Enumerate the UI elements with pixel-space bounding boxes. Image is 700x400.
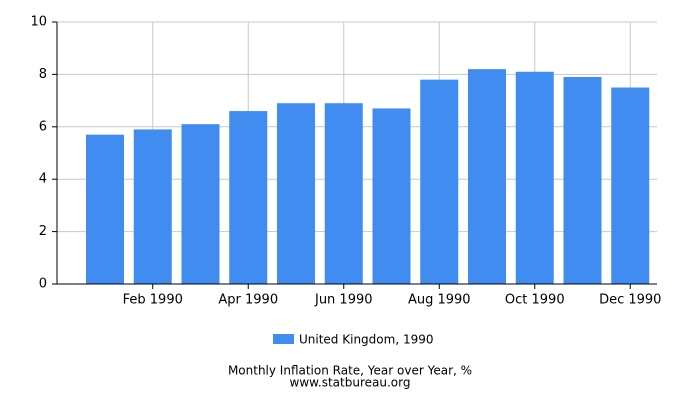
bar [611,87,650,284]
y-tick-label: 8 [39,67,47,82]
x-tick-label: Aug 1990 [408,293,471,308]
chart-title: Monthly Inflation Rate, Year over Year, … [228,364,472,378]
x-tick-label: Feb 1990 [123,293,183,308]
y-tick-label: 0 [39,277,47,292]
x-tick-label: Apr 1990 [218,293,278,308]
bar [277,103,315,284]
bar [563,77,602,285]
bar [515,71,554,284]
bar [229,111,268,284]
bar [133,129,172,284]
y-tick-label: 4 [39,172,47,187]
y-tick-label: 10 [30,15,47,30]
bar [181,124,220,285]
bar [324,103,363,284]
legend-swatch [273,334,294,344]
bar [468,69,506,284]
bar [372,108,411,285]
y-tick-label: 2 [39,224,47,239]
source: www.statbureau.org [290,376,411,390]
x-tick-label: Oct 1990 [505,293,565,308]
x-tick-label: Jun 1990 [314,293,373,308]
bar [86,134,124,284]
y-tick-label: 6 [39,119,47,134]
legend-label: United Kingdom, 1990 [299,333,433,347]
x-tick-label: Dec 1990 [599,293,661,308]
bar [420,79,459,284]
